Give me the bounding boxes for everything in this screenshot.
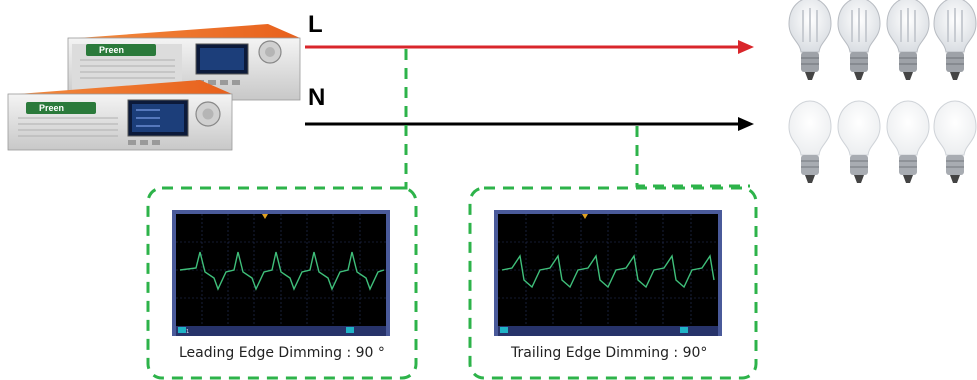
led-bulb-icon [886, 0, 930, 80]
bulb-row-bottom [788, 100, 977, 183]
led-bulb-icon [933, 100, 977, 183]
scope-frame-trailing [468, 186, 758, 380]
scope-screen-leading: CH1 [172, 210, 390, 336]
measurement-taps [398, 49, 750, 190]
scope-caption-trailing: Trailing Edge Dimming : 90° [511, 345, 708, 361]
neutral-line [305, 117, 754, 131]
neutral-line-label: N [308, 84, 326, 111]
led-bulb-icon [788, 100, 832, 183]
waveform-leading-edge [179, 251, 385, 291]
brand-logo-front: Preen [39, 103, 64, 113]
led-bulb-icon [837, 0, 881, 80]
led-bulb-icon [837, 100, 881, 183]
tap-trailing-edge [635, 126, 750, 188]
waveform-trailing-edge [501, 254, 715, 289]
brand-logo-back: Preen [99, 45, 124, 55]
live-line-label: L [308, 11, 323, 38]
arrow-right-icon [738, 117, 754, 131]
scope-caption-leading: Leading Edge Dimming : 90 ° [179, 345, 385, 361]
power-supply-group: Preen Preen [7, 24, 301, 151]
tap-leading-edge [398, 49, 408, 190]
scope-screen-trailing [494, 210, 722, 336]
live-line [305, 40, 754, 54]
bulb-row-top [788, 0, 977, 80]
power-supply-unit-front: Preen [7, 80, 233, 151]
scope-frame-leading [146, 186, 418, 380]
led-bulb-icon [788, 0, 832, 80]
led-bulb-icon [886, 100, 930, 183]
led-bulb-icon [933, 0, 977, 80]
arrow-right-icon [738, 40, 754, 54]
